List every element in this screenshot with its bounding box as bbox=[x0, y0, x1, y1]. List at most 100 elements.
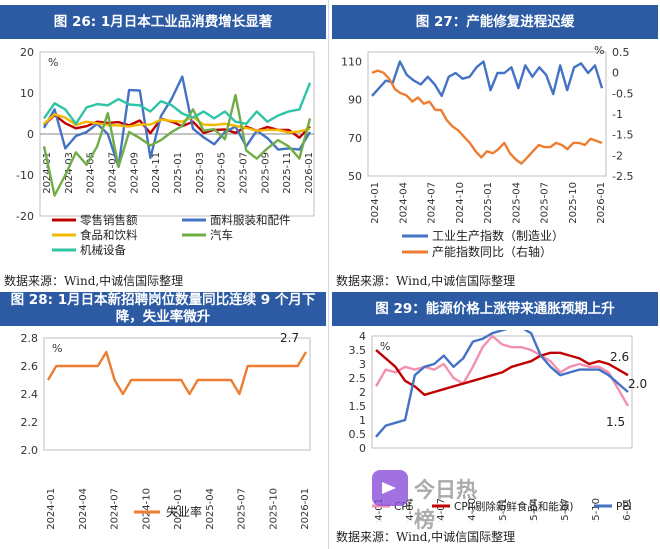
x-tick-label: 2026-01 bbox=[300, 488, 311, 530]
y-unit-label: % bbox=[48, 56, 58, 69]
plot-area bbox=[367, 51, 607, 177]
legend-label: 机械设备 bbox=[80, 243, 126, 257]
legend-label: 工业生产指数（制造业） bbox=[432, 228, 564, 243]
x-tick-label: 2024-03 bbox=[64, 152, 75, 194]
y-tick-label: 1 bbox=[359, 414, 366, 427]
x-tick-label: 2025-07 bbox=[540, 182, 551, 224]
y-tick-label: 10 bbox=[20, 87, 34, 100]
x-tick-label: 2024-04 bbox=[398, 182, 409, 224]
legend-label: 产能指数同比（右轴） bbox=[432, 244, 552, 259]
y-tick-label: 1.5 bbox=[349, 400, 367, 413]
y-tick-label: 0 bbox=[27, 128, 34, 141]
x-tick-label: 2024-10 bbox=[467, 498, 478, 522]
x-tick-label: 2026-01 bbox=[596, 182, 607, 224]
x-tick-label: 2024-11 bbox=[151, 152, 162, 194]
y-tick-label: 90 bbox=[348, 94, 362, 107]
x-tick-label: 2026-01 bbox=[622, 498, 633, 522]
series-line bbox=[46, 350, 308, 396]
y2-unit-label: % bbox=[594, 44, 604, 57]
x-tick-label: 2024-10 bbox=[141, 488, 152, 530]
chart-27-source: 数据来源：Wind,中诚信国际整理 bbox=[336, 274, 516, 288]
y-tick-label: 2.0 bbox=[21, 444, 39, 457]
y-tick-label: 2.6 bbox=[21, 360, 39, 373]
x-tick-label: 2025-01 bbox=[498, 498, 509, 522]
chart-27: 50 70 90 110 -2.5 -2 -1.5 -1 -0.5 0 0.5% 2024-01 202… bbox=[341, 44, 633, 259]
x-tick-label: 2025-09 bbox=[260, 152, 271, 194]
x-tick-label: 2024-07 bbox=[427, 182, 438, 224]
data-label: 1.5 bbox=[606, 415, 625, 429]
y2-tick-label: -1 bbox=[612, 108, 623, 121]
x-tick-label: 2024-01 bbox=[370, 182, 381, 224]
chart-26: -20 -10 0 10 20% 2024-01 2024-03 2024-05 2024-07… bbox=[16, 46, 315, 257]
x-tick-label: 2026-01 bbox=[304, 152, 315, 194]
x-tick-label: 2025-05 bbox=[217, 152, 228, 194]
y-tick-label: 0 bbox=[359, 442, 366, 455]
chart-26-title: 图 26: 1月日本工业品消费增长显著 bbox=[0, 5, 326, 39]
y2-tick-label: -2.5 bbox=[612, 170, 633, 183]
legend-label: 零售销售额 bbox=[80, 213, 138, 227]
y-tick-label: 4 bbox=[359, 330, 366, 343]
x-tick-label: 2025-10 bbox=[568, 182, 579, 224]
x-tick-label: 2024-05 bbox=[86, 152, 97, 194]
x-tick-label: 2024-04 bbox=[78, 488, 89, 530]
y-tick-label: 70 bbox=[348, 132, 362, 145]
x-tick-label: 2025-07 bbox=[560, 498, 571, 522]
y-tick-label: 2.4 bbox=[21, 388, 39, 401]
legend-label: CPI(剔除新鲜食品和能源) bbox=[454, 500, 573, 513]
x-tick-label: 2025-01 bbox=[483, 182, 494, 224]
series-line bbox=[375, 330, 629, 438]
series-line bbox=[42, 75, 312, 169]
x-tick-label: 2025-04 bbox=[205, 488, 216, 530]
series-line bbox=[43, 113, 311, 134]
x-tick-label: 2025-07 bbox=[239, 152, 250, 194]
series-line bbox=[42, 93, 312, 197]
series-line bbox=[371, 60, 604, 98]
x-tick-label: 2025-07 bbox=[237, 488, 248, 530]
x-tick-label: 2024-01 bbox=[42, 152, 53, 194]
y-unit-label: % bbox=[52, 342, 62, 355]
y2-tick-label: -2 bbox=[612, 149, 623, 162]
x-tick-label: 2025-11 bbox=[282, 152, 293, 194]
y-tick-label: 2.8 bbox=[21, 332, 39, 345]
series-line bbox=[375, 349, 629, 397]
legend-label: 食品和饮料 bbox=[80, 228, 138, 242]
y-tick-label: 3.5 bbox=[349, 344, 367, 357]
x-tick-label: 2025-03 bbox=[195, 152, 206, 194]
chart-26-source: 数据来源：Wind,中诚信国际整理 bbox=[4, 274, 184, 288]
y2-tick-label: 0.5 bbox=[612, 46, 630, 59]
x-tick-label: 2025-04 bbox=[529, 498, 540, 522]
x-tick-label: 2025-01 bbox=[173, 488, 184, 530]
y-tick-label: -20 bbox=[16, 210, 34, 223]
legend-label: 失业率 bbox=[166, 504, 202, 519]
legend-label: CPI bbox=[394, 501, 411, 513]
panel-divider bbox=[328, 0, 329, 549]
legend-label: 汽车 bbox=[210, 228, 233, 242]
y-tick-label: 2.2 bbox=[21, 416, 39, 429]
data-label: 2.0 bbox=[628, 377, 647, 391]
y2-tick-label: -1.5 bbox=[612, 129, 633, 142]
y-tick-label: 3 bbox=[359, 358, 366, 371]
data-label: 2.6 bbox=[610, 350, 629, 364]
legend-label: PPI bbox=[616, 501, 632, 513]
x-tick-label: 2024-07 bbox=[108, 152, 119, 194]
x-tick-label: 2024-07 bbox=[110, 488, 121, 530]
x-tick-label: 2025-04 bbox=[511, 182, 522, 224]
x-tick-label: 2024-10 bbox=[455, 182, 466, 224]
x-tick-label: 2024-04 bbox=[405, 498, 416, 522]
y-tick-label: 110 bbox=[341, 56, 362, 69]
x-tick-label: 2024-09 bbox=[129, 152, 140, 194]
x-tick-label: 2025-10 bbox=[268, 488, 279, 530]
y-tick-label: 20 bbox=[20, 46, 34, 59]
x-tick-label: 2024-07 bbox=[436, 498, 447, 522]
chart-28-title: 图 28: 1月日本新招聘岗位数量同比连续 9 个月下降，失业率微升 bbox=[0, 292, 326, 326]
x-tick-label: 2025-10 bbox=[591, 498, 602, 522]
chart-27-title: 图 27：产能修复进程迟缓 bbox=[332, 5, 658, 39]
plot-area bbox=[43, 337, 311, 451]
series-line bbox=[374, 334, 630, 407]
chart-29: 00.511.522.533.54%2024-01 2024-04 2024-07 2… bbox=[349, 330, 647, 522]
chart-29-source: 数据来源：Wind,中诚信国际整理 bbox=[336, 530, 516, 544]
y-unit-label: % bbox=[380, 340, 390, 353]
y-tick-label: 50 bbox=[348, 170, 362, 183]
data-label: 2.7 bbox=[280, 331, 299, 345]
legend-label: 面料服装和配件 bbox=[210, 213, 291, 227]
